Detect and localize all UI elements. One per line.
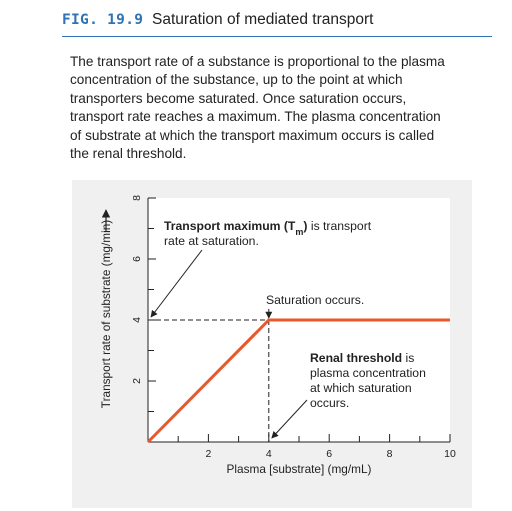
renal-threshold-is: is (402, 351, 414, 365)
figure-label: FIG. 19.9 (62, 12, 144, 28)
transport-max-subscript: m (295, 227, 303, 237)
description-line: The transport rate of a substance is pro… (70, 54, 445, 69)
x-tick-label: 4 (266, 448, 272, 460)
y-tick-label: 6 (131, 256, 143, 262)
description-line: concentration of the substance, up to th… (70, 72, 403, 88)
saturation-label: Saturation occurs. (266, 293, 364, 307)
y-tick-label: 4 (131, 317, 143, 323)
x-tick-label: 8 (387, 448, 393, 460)
description-line: transporters become saturated. Once satu… (70, 90, 407, 106)
description-line: the renal threshold. (70, 146, 187, 162)
y-tick-label: 8 (131, 195, 143, 201)
y-tick-label: 2 (131, 378, 143, 384)
y-axis-title: Transport rate of substrate (mg/min) (99, 220, 113, 408)
transport-max-rest: is transport (307, 219, 371, 233)
transport-max-paren: ) (303, 219, 307, 233)
renal-threshold-arrow (271, 399, 308, 439)
transport-max-arrow (150, 249, 203, 318)
x-tick-label: 2 (205, 448, 211, 460)
figure-description: The transport rate of a substance is pro… (70, 53, 500, 163)
description-line: transport rate reaches a maximum. The pl… (70, 109, 441, 125)
x-tick-label: 6 (326, 448, 332, 460)
x-tick-label: 10 (444, 448, 456, 460)
renal-threshold-bold: Renal threshold (310, 351, 402, 365)
transport-max-bold: Transport maximum (T (164, 219, 296, 233)
renal-threshold-label: Renal threshold is (310, 351, 414, 365)
figure-title: Saturation of mediated transport (152, 11, 374, 28)
renal-threshold-line: at which saturation (310, 381, 412, 395)
description-line: of substrate at which the transport maxi… (70, 127, 435, 143)
saturation-chart: 2 4 6 8 10 2 4 6 8 Plasma [substrate] (mg/mL) Tran… (99, 195, 456, 476)
chart-panel: 2 4 6 8 10 2 4 6 8 Plasma [substrate] (mg/mL) Tran… (72, 180, 472, 508)
renal-threshold-line: occurs. (310, 396, 349, 410)
transport-max-label-line2: rate at saturation. (164, 234, 259, 248)
x-axis-title: Plasma [substrate] (mg/mL) (227, 462, 372, 476)
figure-header: FIG. 19.9 Saturation of mediated transpo… (62, 10, 492, 37)
renal-threshold-line: plasma concentration (310, 366, 426, 380)
transport-max-label: Transport maximum (Tm) is transport (164, 219, 372, 237)
